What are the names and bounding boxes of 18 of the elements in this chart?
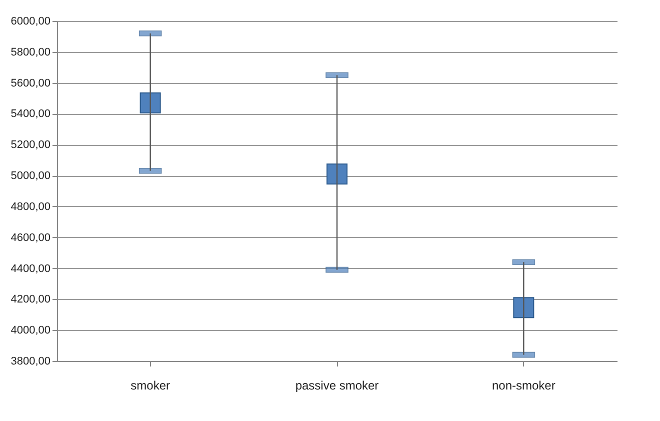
point bbox=[513, 297, 534, 318]
x-tick-label: smoker bbox=[130, 378, 170, 392]
x-tick-label: passive smoker bbox=[295, 378, 379, 392]
y-tick-label: 4600,00 bbox=[10, 232, 50, 244]
y-tick-label: 5800,00 bbox=[10, 46, 50, 58]
y-tick-label: 6000,00 bbox=[10, 16, 50, 28]
y-tick-label: 5200,00 bbox=[10, 139, 50, 152]
y-tick-label: 4200,00 bbox=[10, 294, 50, 306]
point bbox=[326, 164, 348, 184]
y-tick-label: 5600,00 bbox=[10, 77, 50, 90]
y-tick-label: 4800,00 bbox=[10, 200, 50, 213]
y-tick-label: 5400,00 bbox=[10, 108, 50, 120]
x-tick-label: non-smoker bbox=[492, 378, 556, 392]
point bbox=[140, 92, 161, 114]
y-tick-label: 4400,00 bbox=[10, 262, 50, 275]
y-tick-label: 4000,00 bbox=[10, 324, 50, 337]
y-tick-label: 3800,00 bbox=[10, 356, 50, 368]
y-tick-label: 5000,00 bbox=[10, 170, 50, 182]
